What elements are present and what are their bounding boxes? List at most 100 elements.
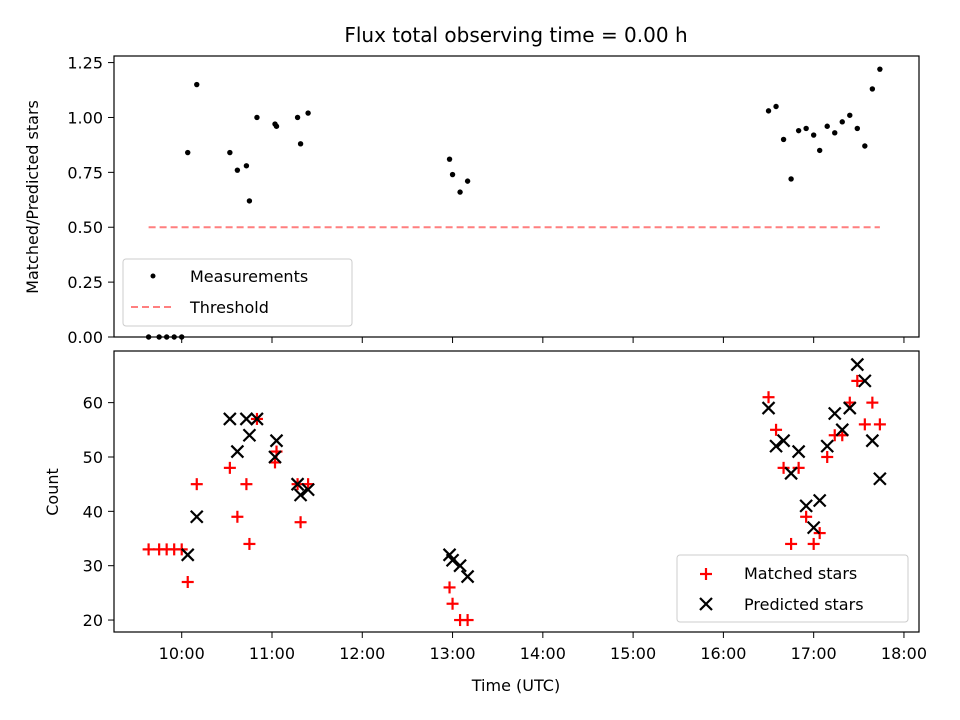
measurement-point [869, 86, 876, 92]
predicted-star-point [776, 433, 791, 448]
matched-star-point [243, 537, 256, 550]
matched-star-point [792, 461, 805, 474]
predicted-star-point [239, 412, 254, 426]
bottom-ytick-label: 50 [83, 448, 103, 467]
measurement-point [803, 125, 809, 132]
predicted-star-point [269, 433, 284, 448]
legend-predicted-label: Predicted stars [744, 595, 864, 614]
predicted-star-point [769, 439, 783, 453]
predicted-star-point [290, 477, 305, 491]
xtick-label: 17:00 [791, 644, 837, 663]
xtick-label: 18:00 [881, 644, 927, 663]
bottom-legend: Matched stars Predicted stars [676, 554, 909, 623]
predicted-star-point [827, 406, 842, 421]
predicted-star-point [445, 553, 460, 568]
measurement-point [246, 198, 253, 204]
predicted-star-point [453, 558, 467, 573]
predicted-star-point [180, 548, 195, 562]
xtick-label: 10:00 [159, 644, 205, 663]
matched-star-point [807, 537, 820, 550]
xtick-label: 13:00 [429, 644, 475, 663]
bottom-ticks: 10:00 11:00 12:00 13:00 14:00 15:00 16:00 17:00… [83, 394, 927, 663]
predicted-star-point [843, 401, 857, 415]
bottom-ytick-label: 30 [83, 557, 103, 576]
measurement-point [234, 167, 241, 173]
predicted-star-point [799, 499, 813, 513]
predicted-star-point [242, 428, 257, 443]
matched-star-point [461, 614, 474, 627]
predicted-star-point [806, 520, 821, 535]
matched-star-point [785, 537, 798, 550]
measurement-point [194, 81, 200, 88]
predicted-star-point [858, 374, 872, 388]
measurement-point [457, 189, 463, 195]
legend-predicted-marker [699, 597, 713, 611]
measurement-point [847, 112, 853, 118]
measurement-point [305, 110, 311, 116]
predicted-star-point [784, 466, 798, 481]
measurement-point [795, 127, 802, 134]
predicted-star-point [850, 357, 865, 372]
predicted-star-point [820, 439, 834, 453]
matched-star-point [770, 423, 783, 436]
top-ytick-label: 0.75 [67, 163, 103, 182]
matched-star-point [800, 510, 813, 523]
predicted-star-point [301, 482, 315, 497]
top-ytick-label: 0.50 [67, 218, 103, 237]
top-marks [145, 66, 883, 340]
measurement-point [810, 132, 817, 138]
measurement-point [227, 149, 233, 156]
matched-star-point [777, 461, 790, 474]
top-ytick-label: 0.00 [67, 328, 103, 347]
predicted-star-point [460, 569, 475, 584]
matched-star-point [873, 418, 886, 431]
measurement-point [788, 176, 794, 182]
measurement-point [185, 149, 191, 156]
measurement-point [862, 143, 868, 149]
bottom-ylabel: Count [43, 468, 62, 516]
matched-star-point [446, 597, 459, 610]
measurement-point [449, 171, 456, 178]
predicted-star-point [268, 450, 282, 464]
xtick-label: 12:00 [339, 644, 385, 663]
predicted-star-point [250, 412, 264, 426]
matched-star-point [223, 461, 236, 474]
measurement-point [273, 123, 280, 129]
matched-star-point [231, 510, 244, 523]
legend-matched-marker [700, 568, 712, 580]
measurement-point [765, 108, 772, 114]
top-ytick-label: 1.25 [67, 54, 103, 73]
predicted-star-point [865, 433, 880, 448]
predicted-star-point [791, 444, 806, 459]
matched-star-point [240, 478, 253, 491]
measurement-point [297, 141, 304, 147]
matched-star-point [294, 516, 307, 529]
predicted-star-point [812, 493, 827, 508]
bottom-axes-frame [113, 350, 920, 633]
measurement-point [254, 114, 260, 121]
xtick-label: 14:00 [520, 644, 566, 663]
top-ytick-label: 0.25 [67, 273, 103, 292]
predicted-star-point [835, 423, 850, 437]
xtick-label: 15:00 [610, 644, 656, 663]
top-legend: Measurements Threshold [122, 258, 353, 327]
bottom-ytick-label: 40 [83, 502, 103, 521]
predicted-star-point [223, 412, 237, 426]
legend-measurements-label: Measurements [190, 267, 308, 286]
predicted-star-point [761, 401, 776, 415]
measurement-point [243, 163, 250, 169]
bottom-ytick-label: 20 [83, 611, 103, 630]
measurement-point [780, 136, 787, 143]
bottom-xlabel: Time (UTC) [471, 676, 560, 695]
matched-star-point [858, 418, 871, 431]
matched-star-point [142, 543, 155, 556]
measurement-point [877, 66, 883, 72]
matched-star-point [821, 450, 834, 463]
measurement-point [294, 114, 301, 121]
measurement-point [854, 125, 861, 132]
top-legend-box [122, 258, 353, 327]
bottom-marks [142, 357, 887, 627]
measurement-point [773, 103, 779, 110]
legend-threshold-label: Threshold [189, 298, 269, 317]
